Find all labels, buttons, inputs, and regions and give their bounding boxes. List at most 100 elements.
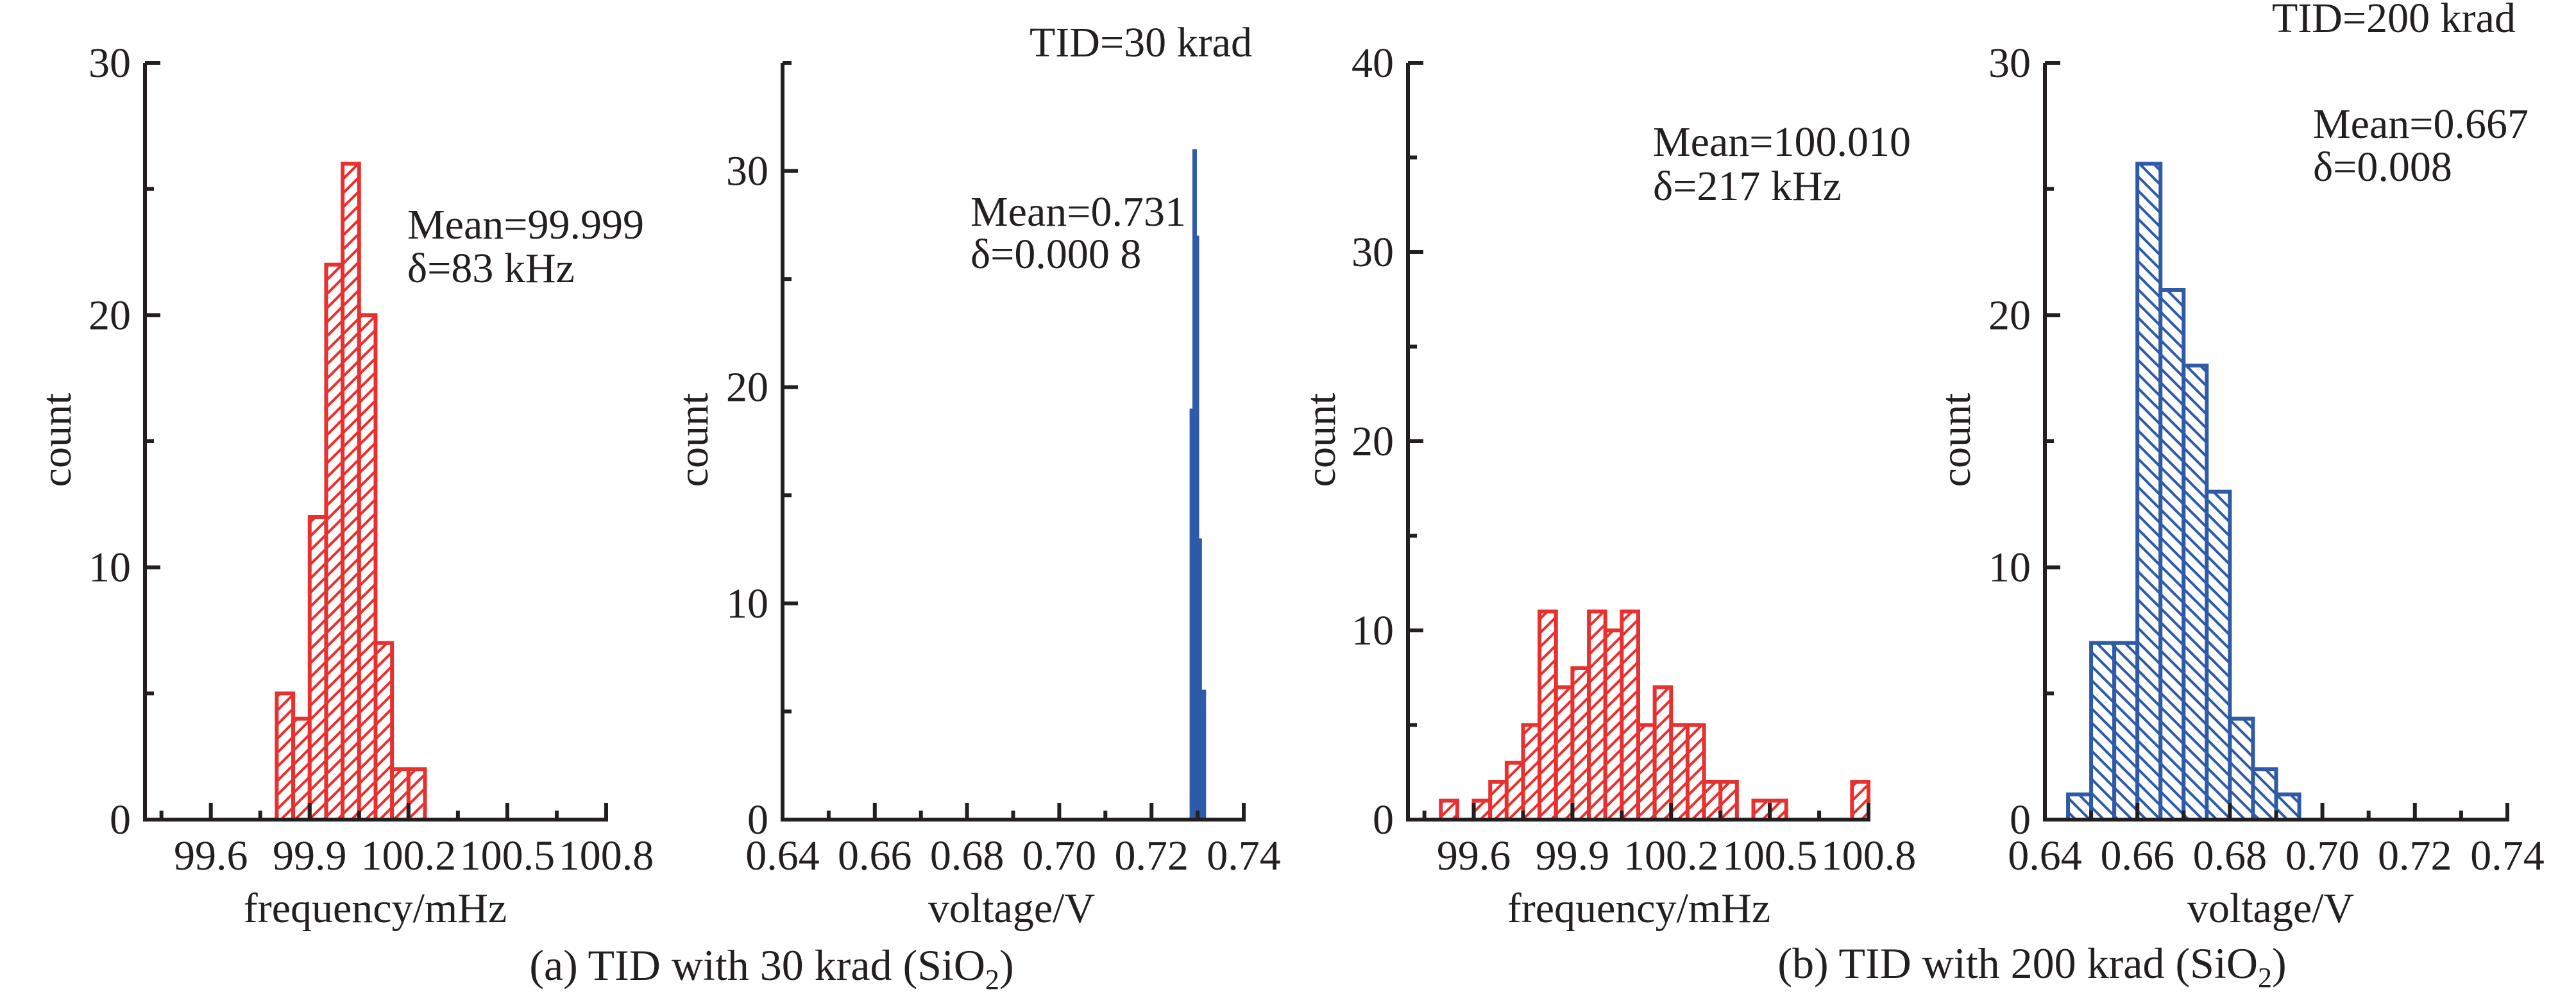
histogram-bar bbox=[1189, 409, 1193, 820]
y-tick-label: 30 bbox=[1352, 229, 1394, 276]
mean-annotation: Mean=100.010 bbox=[1653, 119, 1911, 165]
y-tick-label: 0 bbox=[1373, 796, 1394, 843]
panel-b-frequency-histogram: 99.6 99.9 100.2 100.5 100.8 0 10 20 30 40 frequenc… bbox=[1298, 40, 1916, 932]
histogram-bar bbox=[1570, 666, 1591, 822]
y-tick-label: 20 bbox=[89, 292, 131, 339]
x-axis-label: voltage/V bbox=[2187, 885, 2354, 932]
histogram-bar bbox=[1603, 628, 1624, 822]
histogram-bar bbox=[1538, 609, 1558, 822]
y-tick-label: 20 bbox=[1352, 418, 1394, 465]
histogram-bar bbox=[1768, 798, 1788, 822]
histogram-bar bbox=[1636, 723, 1657, 822]
histogram-bar bbox=[1751, 798, 1772, 822]
histogram-bar bbox=[2251, 767, 2278, 822]
deviation-annotation: δ=217 kHz bbox=[1653, 163, 1842, 210]
caption-b-subscript: 2 bbox=[2258, 962, 2272, 993]
histogram-bar bbox=[1439, 798, 1459, 822]
histogram-bar bbox=[275, 691, 296, 822]
caption-b: (b) TID with 200 krad (SiO2) bbox=[1777, 939, 2286, 993]
caption-a-text: (a) TID with 30 krad (SiO bbox=[529, 941, 985, 990]
histogram-bar bbox=[406, 767, 427, 822]
y-tick-label: 10 bbox=[1988, 544, 2031, 591]
x-tick-label: 99.6 bbox=[174, 832, 248, 879]
panel-a-frequency-histogram: 99.6 99.9 100.2 100.5 100.8 0 10 20 30 frequency/… bbox=[33, 40, 654, 932]
x-tick-label: 100.2 bbox=[1623, 832, 1719, 879]
histogram-bar bbox=[357, 313, 378, 822]
bars bbox=[1439, 609, 1871, 822]
y-tick-label: 30 bbox=[726, 148, 768, 195]
x-tick-label: 0.70 bbox=[1022, 832, 1097, 879]
y-axis-label: count bbox=[670, 393, 717, 487]
y-tick-label: 20 bbox=[1988, 292, 2031, 339]
histogram-bar bbox=[2135, 162, 2163, 822]
x-tick-label: 0.68 bbox=[930, 832, 1004, 879]
histogram-bar bbox=[2112, 641, 2140, 822]
x-axis-label: frequency/mHz bbox=[1507, 885, 1770, 932]
x-tick-label: 0.72 bbox=[2378, 832, 2452, 879]
histogram-bar bbox=[2274, 792, 2301, 822]
histogram-bar bbox=[2228, 716, 2255, 822]
histogram-bar bbox=[1488, 780, 1509, 822]
y-tick-label: 30 bbox=[89, 40, 131, 87]
mean-annotation: Mean=99.999 bbox=[407, 201, 644, 248]
y-tick-label: 0 bbox=[110, 796, 131, 843]
deviation-annotation: δ=0.000 8 bbox=[970, 231, 1141, 278]
bars bbox=[275, 162, 427, 822]
y-tick-label: 0 bbox=[2010, 796, 2031, 843]
y-tick-label: 20 bbox=[726, 364, 768, 411]
histogram-bar bbox=[1471, 798, 1493, 822]
histogram-bar bbox=[1702, 780, 1723, 822]
x-tick-label: 0.74 bbox=[2470, 832, 2545, 879]
x-tick-label: 99.9 bbox=[273, 832, 347, 879]
caption-a-suffix: ) bbox=[999, 941, 1014, 990]
caption-b-text: (b) TID with 200 krad (SiO bbox=[1777, 939, 2258, 988]
bars bbox=[1189, 149, 1207, 820]
x-tick-label: 100.5 bbox=[1722, 832, 1818, 879]
histogram-bar bbox=[1554, 685, 1575, 822]
x-tick-label: 0.64 bbox=[2008, 832, 2082, 879]
mean-annotation: Mean=0.667 bbox=[2313, 101, 2529, 148]
histogram-bar bbox=[341, 162, 361, 822]
x-tick-label: 0.72 bbox=[1114, 832, 1189, 879]
mean-annotation: Mean=0.731 bbox=[970, 189, 1186, 235]
histogram-bar bbox=[291, 716, 312, 822]
caption-a: (a) TID with 30 krad (SiO2) bbox=[529, 941, 1013, 995]
histogram-bar bbox=[1521, 723, 1542, 822]
histogram-bar bbox=[2182, 364, 2209, 822]
x-tick-label: 0.70 bbox=[2285, 832, 2360, 879]
y-tick-label: 10 bbox=[89, 544, 131, 591]
x-tick-label: 100.8 bbox=[1821, 832, 1917, 879]
panel-a-voltage-histogram: 0.64 0.66 0.68 0.70 0.72 0.74 0 10 20 30 voltage/V… bbox=[670, 19, 1281, 932]
histogram-bar bbox=[390, 767, 411, 822]
histogram-bar bbox=[1850, 780, 1871, 822]
histogram-bar bbox=[1196, 235, 1199, 820]
x-tick-label: 0.64 bbox=[745, 832, 820, 879]
histogram-bar bbox=[1685, 723, 1706, 822]
histogram-bar bbox=[2089, 641, 2117, 822]
y-axis-label: count bbox=[1933, 393, 1979, 487]
histogram-bar bbox=[373, 641, 394, 822]
y-axis-label: count bbox=[33, 393, 80, 487]
x-tick-label: 0.74 bbox=[1207, 832, 1281, 879]
y-tick-label: 0 bbox=[747, 796, 768, 843]
x-tick-label: 100.2 bbox=[361, 832, 457, 879]
histogram-bar bbox=[1504, 761, 1525, 822]
x-axis-label: frequency/mHz bbox=[244, 885, 507, 932]
x-tick-label: 99.9 bbox=[1536, 832, 1610, 879]
histogram-bar bbox=[1587, 609, 1607, 822]
x-tick-label: 0.66 bbox=[2100, 832, 2174, 879]
histogram-bar bbox=[1620, 609, 1641, 822]
y-axis-label: count bbox=[1298, 393, 1344, 487]
caption-b-suffix: ) bbox=[2272, 939, 2287, 988]
x-tick-label: 99.6 bbox=[1437, 832, 1511, 879]
histogram-bar bbox=[1718, 780, 1739, 822]
histogram-bar bbox=[1192, 149, 1197, 820]
x-tick-label: 0.66 bbox=[838, 832, 912, 879]
bars bbox=[2066, 162, 2301, 822]
x-tick-label: 100.5 bbox=[460, 832, 555, 879]
histogram-bar bbox=[2205, 489, 2232, 822]
histogram-bar bbox=[2066, 792, 2094, 822]
y-tick-label: 10 bbox=[1352, 607, 1394, 654]
x-tick-label: 100.8 bbox=[559, 832, 654, 879]
